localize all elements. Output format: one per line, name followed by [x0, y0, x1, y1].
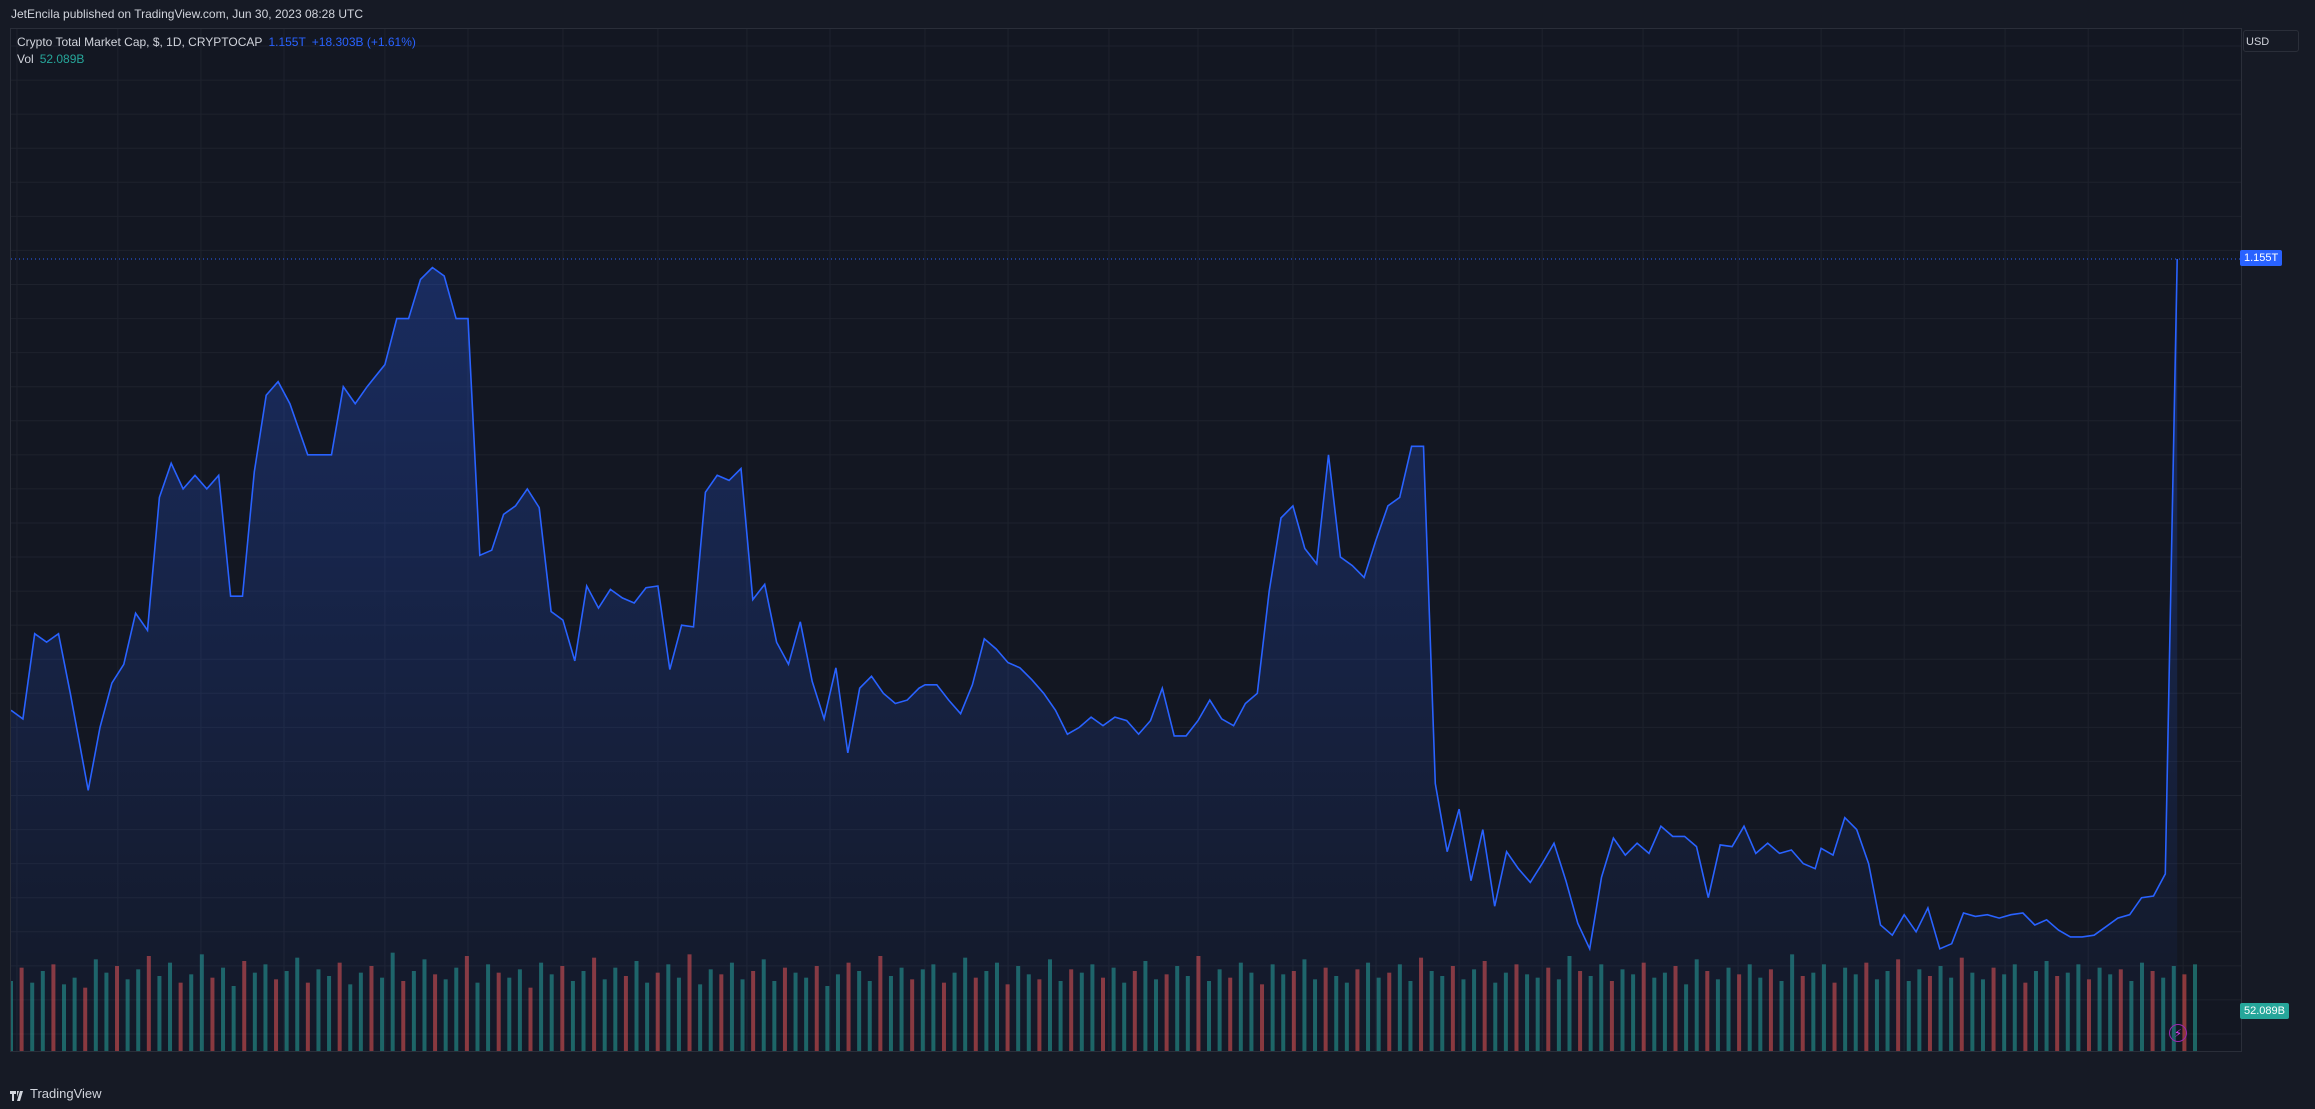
legend-change: +18.303B (+1.61%) — [311, 35, 416, 49]
price-area — [11, 259, 2178, 1051]
lightning-icon[interactable]: ⚡ — [2169, 1024, 2187, 1042]
chart-legend: Crypto Total Market Cap, $, 1D, CRYPTOCA… — [17, 34, 416, 68]
last-volume-tag: 52.089B — [2240, 1003, 2289, 1019]
tradingview-logo[interactable]: TradingView — [10, 1086, 102, 1101]
legend-symbol: Crypto Total Market Cap, $, 1D, CRYPTOCA… — [17, 35, 263, 49]
price-line — [11, 258, 2178, 952]
legend-vol-value: 52.089B — [39, 52, 85, 66]
last-price-tag: 1.155T — [2240, 249, 2283, 266]
legend-last: 1.155T — [268, 35, 306, 49]
legend-vol-label: Vol — [17, 52, 34, 66]
chart-svg[interactable]: 700B720B740B760B780B800B820B840B860B880B… — [11, 29, 2241, 1051]
top-bar: JetEncila published on TradingView.com, … — [0, 0, 2315, 28]
legend-symbol-row: Crypto Total Market Cap, $, 1D, CRYPTOCA… — [17, 34, 416, 51]
footer-brand: TradingView — [30, 1086, 102, 1101]
chart-pane[interactable]: 700B720B740B760B780B800B820B840B860B880B… — [10, 28, 2242, 1052]
tradingview-logo-icon — [10, 1089, 24, 1101]
volume-bar — [2182, 974, 2187, 1051]
volume-bar — [2193, 964, 2197, 1051]
currency-selector[interactable]: USD — [2243, 30, 2299, 52]
footer: TradingView — [0, 1081, 2315, 1109]
published-info: JetEncila published on TradingView.com, … — [11, 7, 363, 21]
legend-volume-row: Vol 52.089B — [17, 51, 416, 68]
